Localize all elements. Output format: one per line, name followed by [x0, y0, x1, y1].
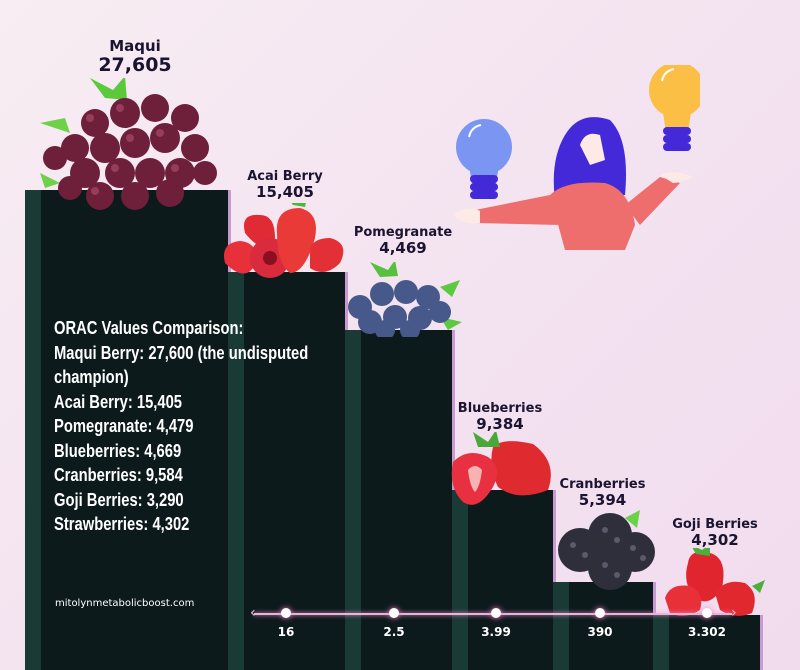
timeline-dot — [491, 608, 501, 618]
yellow-bulb-icon — [649, 65, 700, 151]
label-cranberries: Cranberries 5,394 — [555, 477, 650, 510]
label-acai: Acai Berry 15,405 — [235, 169, 335, 202]
bar-goji — [653, 615, 760, 670]
bar-value: 4,469 — [379, 239, 427, 258]
blackberries-icon — [558, 510, 655, 590]
bar-pomegranate — [345, 330, 452, 670]
summary-line: Maqui Berry: 27,600 (the undisputed — [54, 342, 309, 363]
summary-line: Strawberries: 4,302 — [54, 514, 190, 534]
timeline-tick: 16 — [277, 625, 295, 639]
summary-line: champion) — [54, 367, 129, 387]
orac-summary-text: ORAC Values Comparison: Maqui Berry: 27,… — [54, 316, 316, 537]
bar-value: 4,302 — [691, 531, 739, 550]
woman-with-lightbulbs-illustration — [455, 65, 700, 250]
timeline-tick: 390 — [587, 625, 613, 639]
timeline-dot — [389, 608, 399, 618]
website-label: mitolynmetabolicboost.com — [55, 598, 195, 609]
summary-line: Cranberries: 9,584 — [54, 465, 183, 485]
bar-name: Goji Berries — [672, 517, 758, 532]
bar-name: Maqui — [109, 37, 161, 55]
label-goji: Goji Berries 4,302 — [665, 517, 765, 550]
strawberries-icon — [665, 548, 765, 616]
strawberries-icon — [451, 432, 551, 505]
bar-name: Blueberries — [457, 401, 543, 416]
blueberries-icon — [348, 262, 462, 337]
timeline-tick: 3.99 — [481, 625, 511, 639]
timeline-tick: 3.302 — [688, 625, 726, 639]
bar-name: Acai Berry — [247, 169, 323, 184]
timeline-dot — [281, 608, 291, 618]
maqui-berries-icon — [40, 78, 217, 210]
label-pomegranate: Pomegranate 4,469 — [348, 225, 458, 258]
blue-bulb-icon — [456, 119, 512, 199]
bar-cranberries — [553, 582, 653, 670]
bar-name: Cranberries — [559, 477, 646, 492]
timeline-dot — [702, 608, 712, 618]
bar-value: 5,394 — [578, 491, 627, 510]
bar-value: 15,405 — [256, 183, 314, 202]
timeline-tick: 2.5 — [383, 625, 405, 639]
arrow-left-icon: ‹ — [250, 605, 256, 621]
bar-maqui — [25, 190, 228, 670]
bar-name: Pomegranate — [353, 225, 453, 240]
label-blueberries: Blueberries 9,384 — [450, 401, 550, 434]
summary-line: Acai Berry: 15,405 — [54, 391, 183, 412]
summary-line: Goji Berries: 3,290 — [54, 489, 184, 510]
bar-value: 27,605 — [98, 53, 172, 76]
strawberries-icon — [224, 203, 344, 278]
bar-blueberries — [452, 490, 553, 670]
summary-line: Pomegranate: 4,479 — [54, 416, 194, 436]
bar-acai — [228, 272, 345, 670]
summary-heading: ORAC Values Comparison: — [54, 318, 244, 338]
label-maqui: Maqui 27,605 — [80, 38, 190, 75]
summary-line: Blueberries: 4,669 — [54, 440, 182, 461]
timeline-dot — [595, 608, 605, 618]
arrow-right-icon: › — [731, 605, 737, 621]
bar-value: 9,384 — [476, 415, 524, 434]
